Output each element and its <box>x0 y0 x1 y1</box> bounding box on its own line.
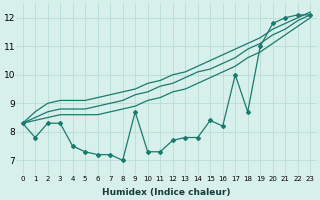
X-axis label: Humidex (Indice chaleur): Humidex (Indice chaleur) <box>102 188 231 197</box>
